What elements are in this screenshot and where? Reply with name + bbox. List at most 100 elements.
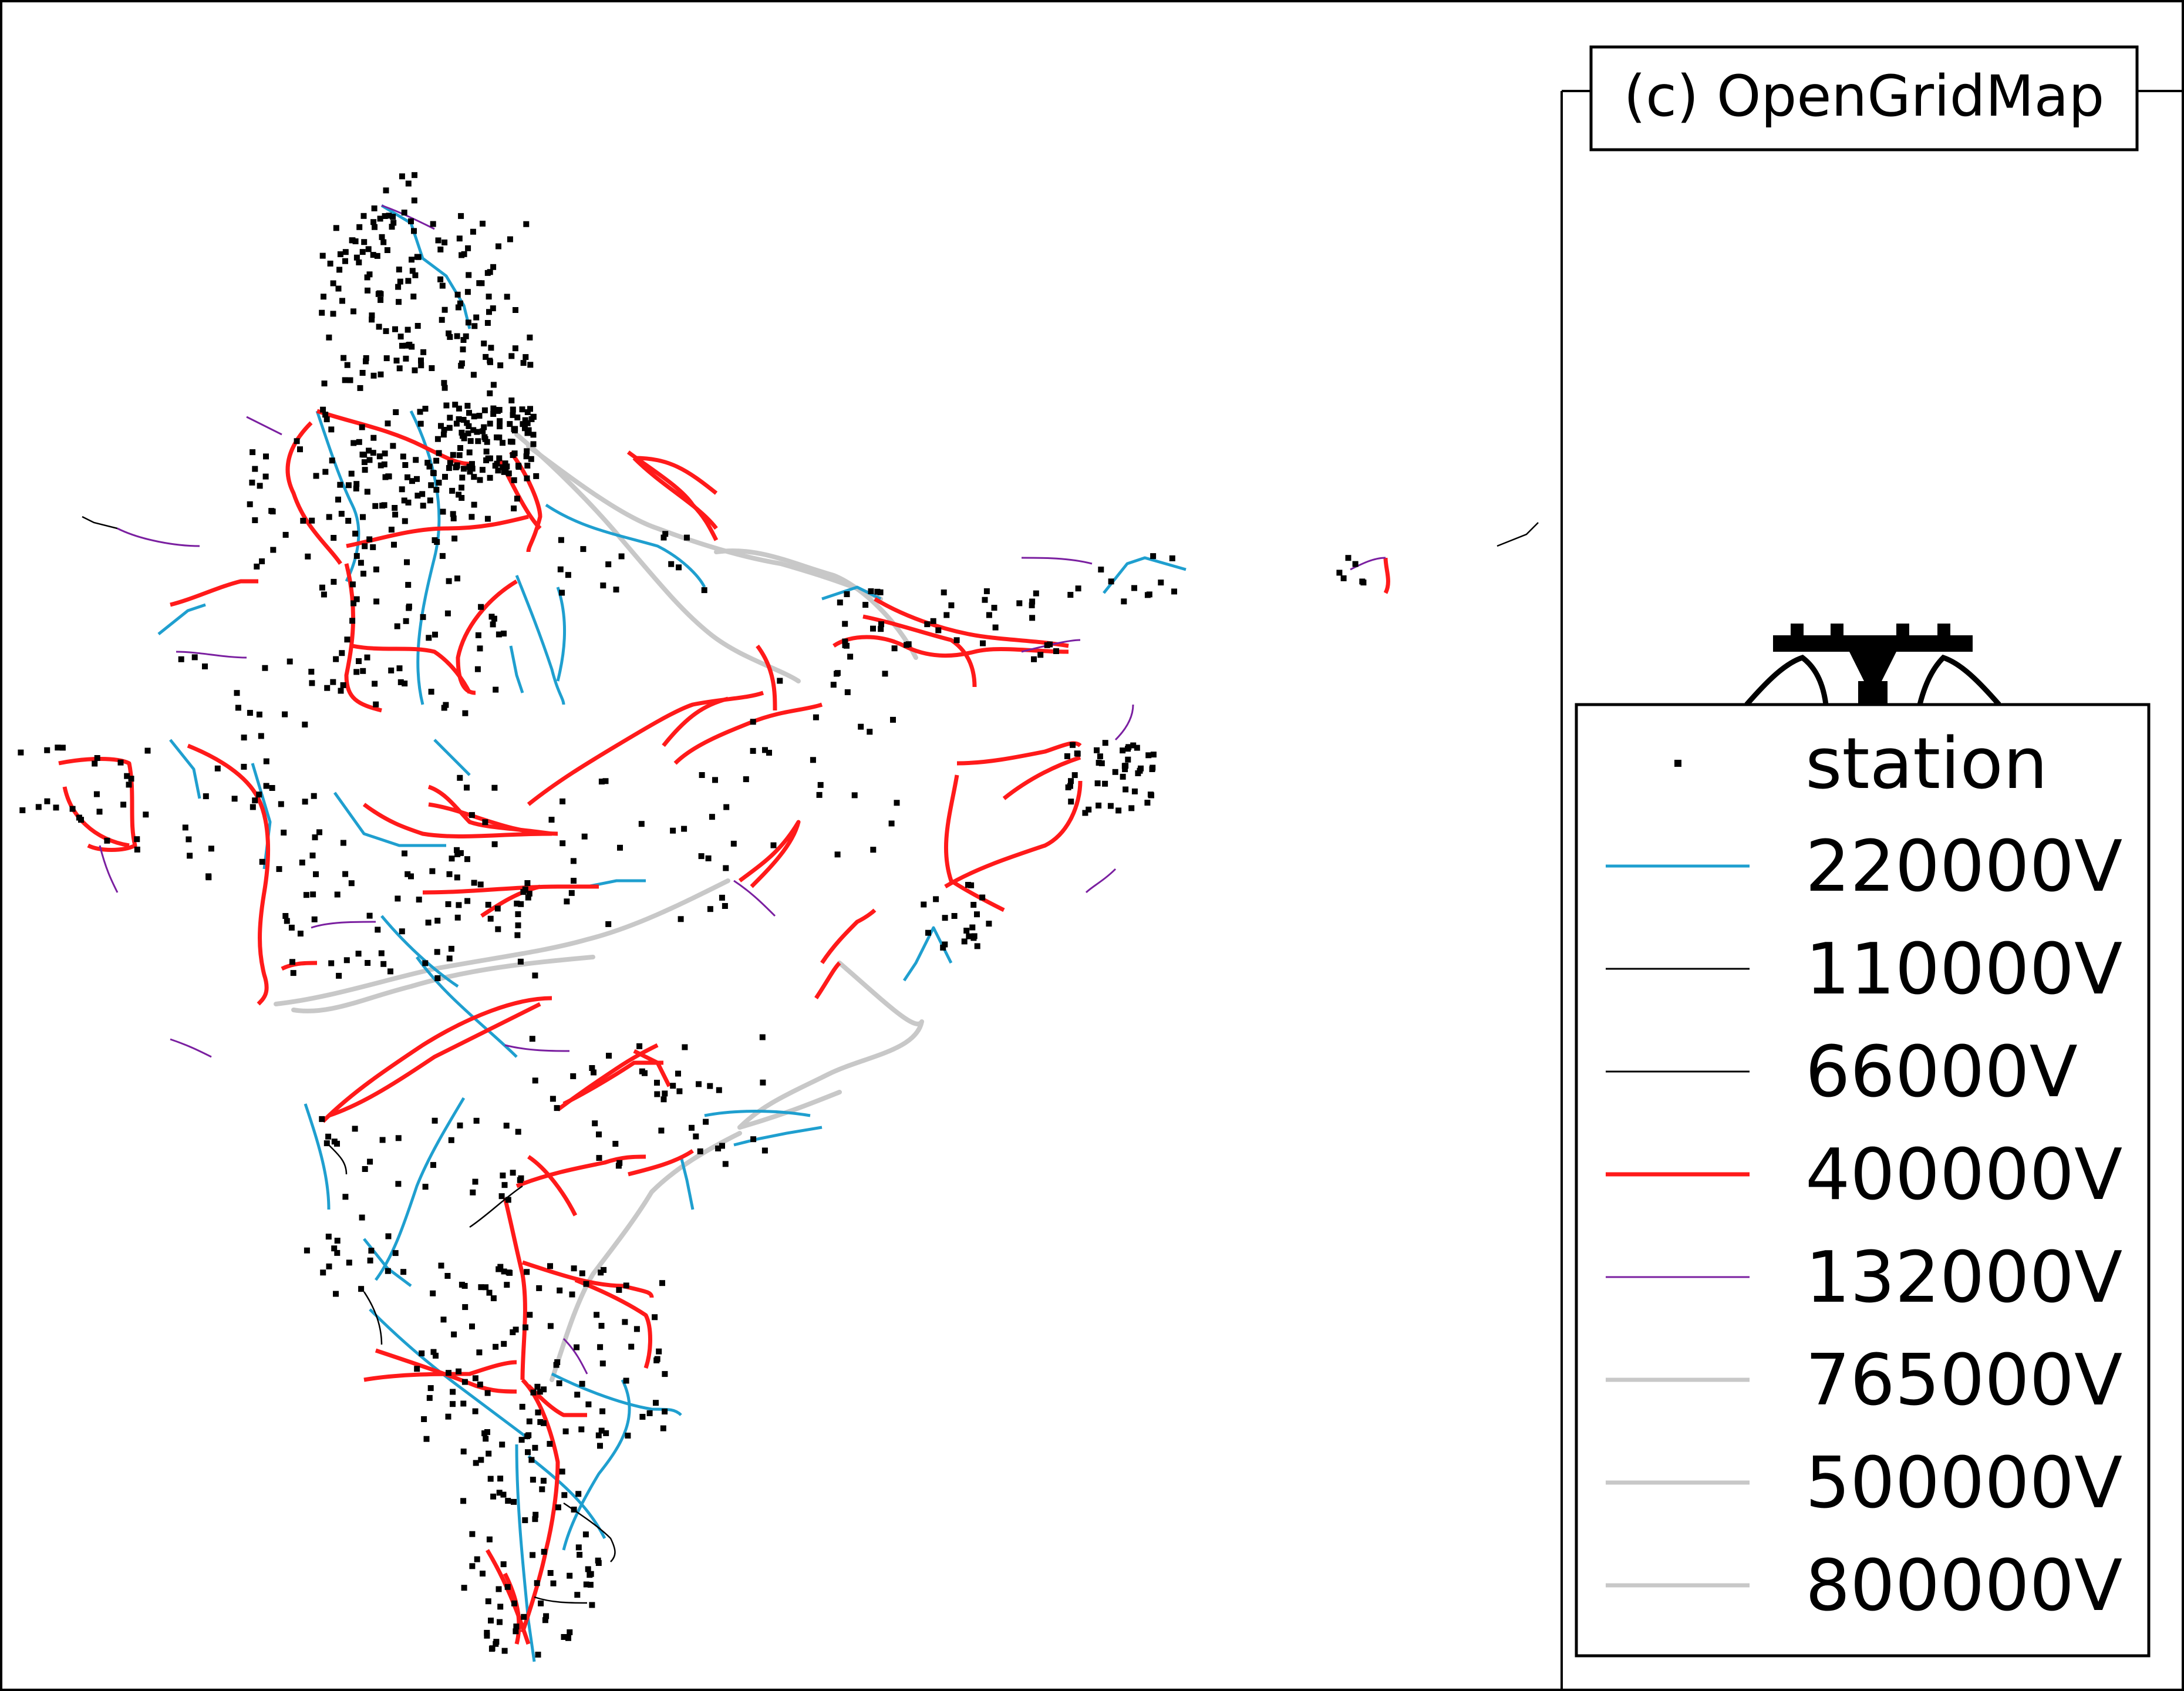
station-marker [378, 950, 385, 956]
station-marker [369, 316, 375, 323]
station-marker [319, 252, 326, 259]
station-marker [390, 220, 397, 226]
station-marker [252, 797, 258, 804]
station-marker [444, 610, 451, 617]
station-marker [478, 604, 484, 610]
station-marker [475, 438, 481, 444]
station-marker [524, 420, 531, 426]
station-markers [18, 172, 1367, 1658]
station-marker [94, 755, 100, 761]
station-marker [1134, 745, 1140, 751]
station-marker [356, 439, 362, 445]
station-marker [986, 921, 992, 927]
station-marker [469, 514, 475, 520]
station-marker [471, 501, 477, 508]
station-marker [469, 1323, 475, 1330]
station-marker [517, 958, 524, 965]
station-marker [282, 913, 289, 919]
station-marker [44, 798, 50, 804]
station-marker [59, 745, 66, 751]
station-marker [1130, 742, 1137, 749]
station-marker [430, 1349, 437, 1355]
station-marker [360, 668, 366, 674]
station-marker [613, 587, 619, 593]
station-marker [496, 1586, 502, 1592]
station-marker [483, 353, 489, 360]
station-marker [842, 621, 848, 627]
station-marker [254, 563, 260, 570]
station-marker [504, 1584, 511, 1590]
lines-220kv [157, 204, 1187, 1662]
station-marker [496, 455, 503, 462]
station-marker [441, 385, 448, 391]
station-marker [470, 427, 477, 433]
station-marker [349, 618, 356, 624]
station-marker [472, 1408, 478, 1414]
station-marker [460, 417, 467, 423]
station-marker [406, 342, 413, 348]
station-marker [356, 224, 363, 230]
station-marker [496, 434, 503, 441]
station-marker [402, 681, 408, 687]
legend-item: 66000V [1606, 1032, 2078, 1113]
station-marker [486, 1289, 493, 1296]
station-marker [297, 446, 303, 453]
station-marker [476, 1349, 483, 1356]
station-marker [493, 1343, 499, 1350]
station-marker [35, 804, 42, 810]
station-marker [878, 626, 884, 632]
station-marker [446, 1370, 451, 1376]
station-marker [426, 1394, 433, 1401]
station-marker [1029, 602, 1035, 608]
station-marker [484, 516, 491, 522]
station-marker [347, 377, 353, 383]
station-marker [324, 685, 331, 691]
station-marker [707, 1083, 713, 1089]
station-marker [372, 503, 379, 509]
station-marker [526, 891, 532, 897]
station-marker [891, 645, 898, 652]
station-marker [417, 420, 424, 427]
station-marker [393, 409, 399, 415]
station-marker [501, 1182, 508, 1188]
station-marker [477, 1382, 483, 1387]
station-marker [1071, 772, 1078, 779]
station-marker [433, 487, 440, 493]
station-marker [878, 621, 884, 628]
station-marker [340, 682, 346, 688]
station-marker [372, 681, 378, 687]
station-marker [360, 571, 366, 577]
station-marker [524, 1433, 531, 1440]
credit-box: (c) OpenGridMap [1561, 45, 2184, 1691]
station-marker [344, 362, 350, 368]
station-marker [1033, 590, 1039, 597]
station-marker [359, 452, 366, 458]
station-marker [382, 450, 388, 457]
station-marker [524, 463, 531, 469]
station-marker [559, 590, 565, 596]
station-marker [877, 589, 884, 595]
station-marker [670, 827, 676, 834]
station-marker [1150, 553, 1157, 560]
station-marker [1336, 570, 1343, 576]
station-marker [499, 1441, 505, 1448]
station-marker [1068, 799, 1074, 805]
station-marker [571, 1507, 577, 1513]
station-marker [510, 452, 516, 458]
station-marker [459, 474, 466, 481]
station-marker [359, 249, 366, 255]
station-marker [409, 478, 415, 484]
station-marker [487, 269, 493, 275]
station-marker [598, 1323, 605, 1329]
station-marker [502, 460, 508, 467]
station-marker [331, 535, 337, 541]
station-marker [18, 749, 24, 756]
station-marker [451, 535, 458, 542]
station-marker [472, 1375, 478, 1382]
station-marker [457, 850, 464, 856]
station-marker [638, 821, 645, 827]
station-marker [1171, 588, 1177, 595]
station-marker [290, 970, 296, 976]
station-marker [565, 572, 571, 578]
